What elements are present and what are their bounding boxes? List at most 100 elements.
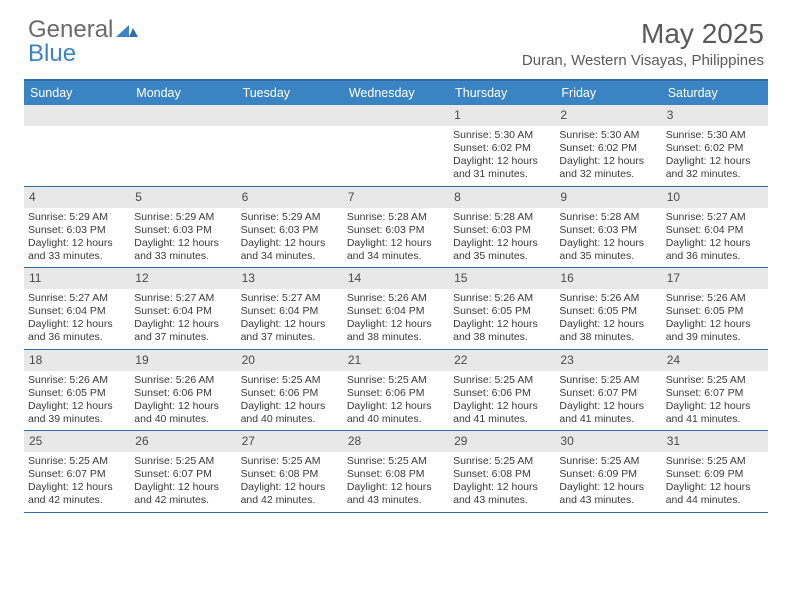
day-number-blank xyxy=(24,105,130,126)
day-info: Sunrise: 5:25 AMSunset: 6:07 PMDaylight:… xyxy=(559,374,657,427)
daylight-text: Daylight: 12 hours and 42 minutes. xyxy=(28,481,126,507)
daylight-text: Daylight: 12 hours and 36 minutes. xyxy=(666,237,764,263)
day-info: Sunrise: 5:25 AMSunset: 6:06 PMDaylight:… xyxy=(453,374,551,427)
day-info: Sunrise: 5:25 AMSunset: 6:07 PMDaylight:… xyxy=(134,455,232,508)
daylight-text: Daylight: 12 hours and 36 minutes. xyxy=(28,318,126,344)
sunset-text: Sunset: 6:07 PM xyxy=(28,468,126,481)
sunrise-text: Sunrise: 5:27 AM xyxy=(134,292,232,305)
day-number: 19 xyxy=(130,350,236,371)
day-number: 13 xyxy=(237,268,343,289)
day-number: 11 xyxy=(24,268,130,289)
day-number: 7 xyxy=(343,187,449,208)
sunrise-text: Sunrise: 5:25 AM xyxy=(666,455,764,468)
daylight-text: Daylight: 12 hours and 44 minutes. xyxy=(666,481,764,507)
calendar-week: 1Sunrise: 5:30 AMSunset: 6:02 PMDaylight… xyxy=(24,105,768,187)
day-number: 12 xyxy=(130,268,236,289)
day-info: Sunrise: 5:29 AMSunset: 6:03 PMDaylight:… xyxy=(134,211,232,264)
day-info: Sunrise: 5:29 AMSunset: 6:03 PMDaylight:… xyxy=(241,211,339,264)
day-number: 21 xyxy=(343,350,449,371)
day-info: Sunrise: 5:25 AMSunset: 6:09 PMDaylight:… xyxy=(559,455,657,508)
day-info: Sunrise: 5:28 AMSunset: 6:03 PMDaylight:… xyxy=(453,211,551,264)
day-number: 24 xyxy=(662,350,768,371)
sunrise-text: Sunrise: 5:25 AM xyxy=(347,455,445,468)
day-number: 30 xyxy=(555,431,661,452)
day-number: 5 xyxy=(130,187,236,208)
sunset-text: Sunset: 6:06 PM xyxy=(453,387,551,400)
day-info: Sunrise: 5:25 AMSunset: 6:08 PMDaylight:… xyxy=(241,455,339,508)
day-info: Sunrise: 5:26 AMSunset: 6:05 PMDaylight:… xyxy=(666,292,764,345)
sunset-text: Sunset: 6:04 PM xyxy=(28,305,126,318)
sunrise-text: Sunrise: 5:30 AM xyxy=(666,129,764,142)
sunrise-text: Sunrise: 5:30 AM xyxy=(453,129,551,142)
calendar-cell: 13 Sunrise: 5:27 AMSunset: 6:04 PMDayligh… xyxy=(237,268,343,349)
sunset-text: Sunset: 6:05 PM xyxy=(453,305,551,318)
day-number: 8 xyxy=(449,187,555,208)
sunset-text: Sunset: 6:06 PM xyxy=(347,387,445,400)
calendar-cell: 7Sunrise: 5:28 AMSunset: 6:03 PMDaylight… xyxy=(343,187,449,268)
sunset-text: Sunset: 6:02 PM xyxy=(559,142,657,155)
day-number: 14 xyxy=(343,268,449,289)
sunset-text: Sunset: 6:05 PM xyxy=(559,305,657,318)
sunrise-text: Sunrise: 5:25 AM xyxy=(453,455,551,468)
sunrise-text: Sunrise: 5:26 AM xyxy=(134,374,232,387)
sunset-text: Sunset: 6:06 PM xyxy=(134,387,232,400)
header: GeneralBlue May 2025 Duran, Western Visa… xyxy=(0,0,792,75)
day-header: Saturday xyxy=(662,81,768,105)
day-info: Sunrise: 5:25 AMSunset: 6:07 PMDaylight:… xyxy=(28,455,126,508)
sunset-text: Sunset: 6:03 PM xyxy=(241,224,339,237)
sunset-text: Sunset: 6:04 PM xyxy=(241,305,339,318)
day-number: 17 xyxy=(662,268,768,289)
sunrise-text: Sunrise: 5:25 AM xyxy=(241,374,339,387)
sunrise-text: Sunrise: 5:29 AM xyxy=(28,211,126,224)
calendar-cell: 12Sunrise: 5:27 AMSunset: 6:04 PMDayligh… xyxy=(130,268,236,349)
logo-icon xyxy=(116,18,138,42)
calendar-cell: 20Sunrise: 5:25 AMSunset: 6:06 PMDayligh… xyxy=(237,350,343,431)
day-header: Friday xyxy=(555,81,661,105)
calendar-week: 18Sunrise: 5:26 AMSunset: 6:05 PMDayligh… xyxy=(24,350,768,432)
day-header: Tuesday xyxy=(237,81,343,105)
calendar-cell: 29Sunrise: 5:25 AMSunset: 6:08 PMDayligh… xyxy=(449,431,555,512)
calendar: SundayMondayTuesdayWednesdayThursdayFrid… xyxy=(24,79,768,513)
day-header: Monday xyxy=(130,81,236,105)
sunrise-text: Sunrise: 5:28 AM xyxy=(347,211,445,224)
sunrise-text: Sunrise: 5:27 AM xyxy=(666,211,764,224)
calendar-cell: 25Sunrise: 5:25 AMSunset: 6:07 PMDayligh… xyxy=(24,431,130,512)
daylight-text: Daylight: 12 hours and 40 minutes. xyxy=(241,400,339,426)
day-info: Sunrise: 5:26 AMSunset: 6:05 PMDaylight:… xyxy=(28,374,126,427)
calendar-cell: 4Sunrise: 5:29 AMSunset: 6:03 PMDaylight… xyxy=(24,187,130,268)
day-info: Sunrise: 5:29 AMSunset: 6:03 PMDaylight:… xyxy=(28,211,126,264)
day-info: Sunrise: 5:26 AMSunset: 6:06 PMDaylight:… xyxy=(134,374,232,427)
sunrise-text: Sunrise: 5:26 AM xyxy=(28,374,126,387)
day-info: Sunrise: 5:27 AMSunset: 6:04 PMDaylight:… xyxy=(241,292,339,345)
calendar-cell: 9Sunrise: 5:28 AMSunset: 6:03 PMDaylight… xyxy=(555,187,661,268)
calendar-weeks: 1Sunrise: 5:30 AMSunset: 6:02 PMDaylight… xyxy=(24,105,768,513)
sunset-text: Sunset: 6:08 PM xyxy=(241,468,339,481)
daylight-text: Daylight: 12 hours and 42 minutes. xyxy=(241,481,339,507)
daylight-text: Daylight: 12 hours and 38 minutes. xyxy=(559,318,657,344)
day-number: 9 xyxy=(555,187,661,208)
day-number: 31 xyxy=(662,431,768,452)
day-number: 23 xyxy=(555,350,661,371)
calendar-cell: 23 Sunrise: 5:25 AMSunset: 6:07 PMDayligh… xyxy=(555,350,661,431)
sunrise-text: Sunrise: 5:30 AM xyxy=(559,129,657,142)
day-number: 15 xyxy=(449,268,555,289)
daylight-text: Daylight: 12 hours and 39 minutes. xyxy=(28,400,126,426)
daylight-text: Daylight: 12 hours and 34 minutes. xyxy=(241,237,339,263)
calendar-cell xyxy=(343,105,449,186)
calendar-cell: 18Sunrise: 5:26 AMSunset: 6:05 PMDayligh… xyxy=(24,350,130,431)
calendar-cell: 24Sunrise: 5:25 AMSunset: 6:07 PMDayligh… xyxy=(662,350,768,431)
daylight-text: Daylight: 12 hours and 43 minutes. xyxy=(347,481,445,507)
day-number: 20 xyxy=(237,350,343,371)
daylight-text: Daylight: 12 hours and 35 minutes. xyxy=(559,237,657,263)
daylight-text: Daylight: 12 hours and 33 minutes. xyxy=(134,237,232,263)
sunset-text: Sunset: 6:05 PM xyxy=(666,305,764,318)
day-info: Sunrise: 5:30 AMSunset: 6:02 PMDaylight:… xyxy=(559,129,657,182)
sunset-text: Sunset: 6:07 PM xyxy=(559,387,657,400)
daylight-text: Daylight: 12 hours and 43 minutes. xyxy=(559,481,657,507)
day-header: Wednesday xyxy=(343,81,449,105)
sunrise-text: Sunrise: 5:29 AM xyxy=(134,211,232,224)
sunset-text: Sunset: 6:05 PM xyxy=(28,387,126,400)
day-info: Sunrise: 5:27 AMSunset: 6:04 PMDaylight:… xyxy=(666,211,764,264)
calendar-cell: 28Sunrise: 5:25 AMSunset: 6:08 PMDayligh… xyxy=(343,431,449,512)
calendar-cell: 31Sunrise: 5:25 AMSunset: 6:09 PMDayligh… xyxy=(662,431,768,512)
